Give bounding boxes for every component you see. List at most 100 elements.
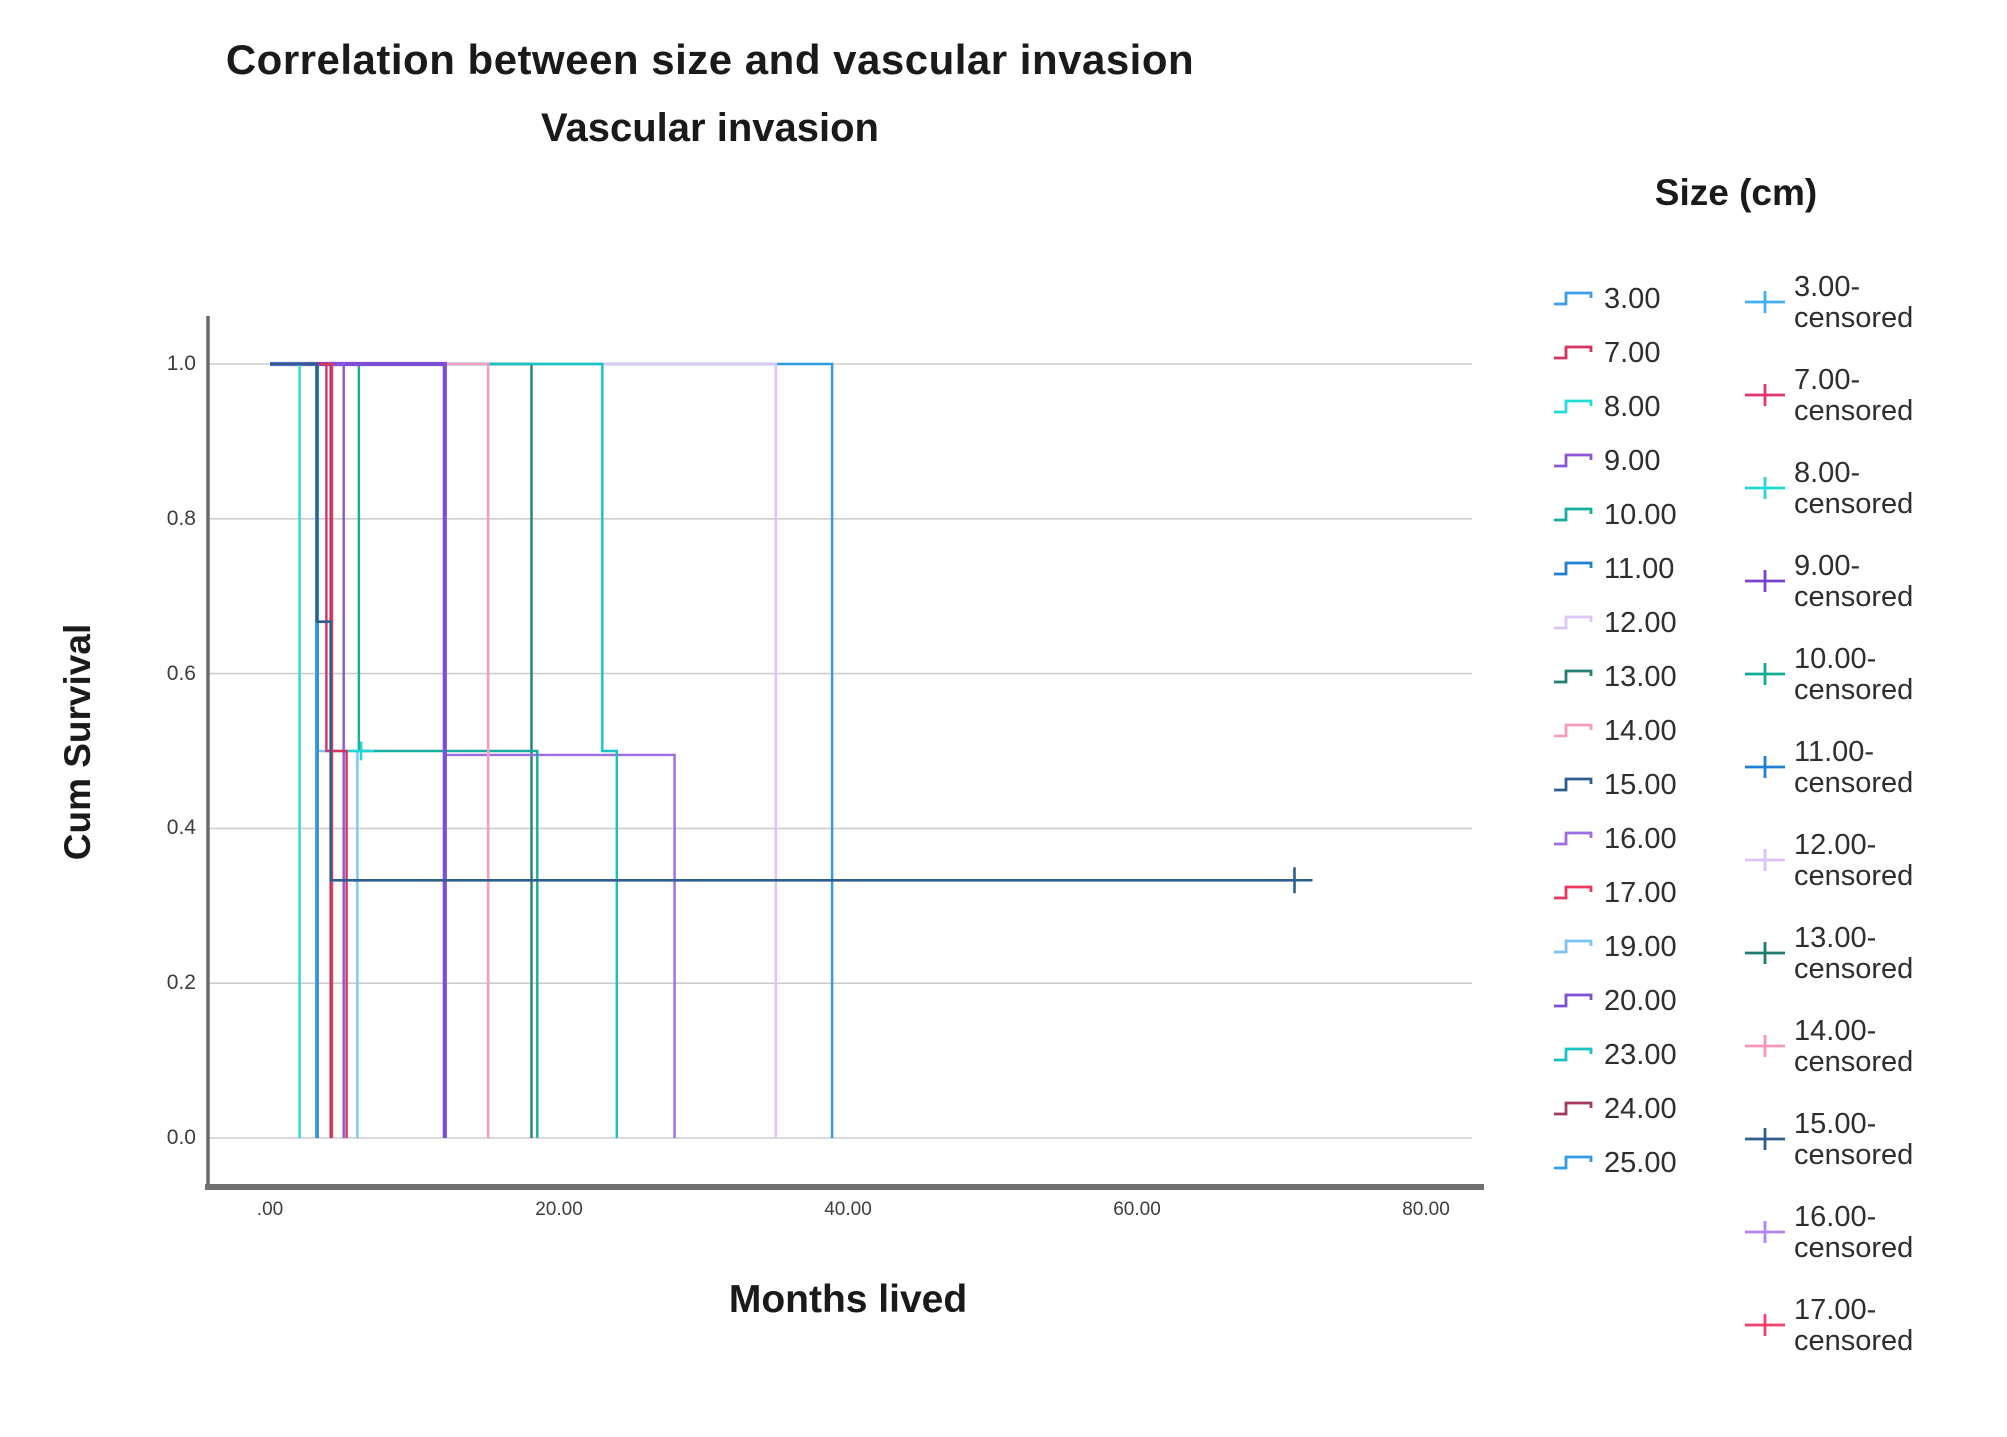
step-line-icon [1554, 777, 1593, 792]
legend-item-11.00: 11.00 [1552, 542, 1792, 596]
legend-item-3.00: 3.00 [1552, 272, 1792, 326]
km-curve-7.00 [270, 362, 348, 1138]
plus-censor-icon [1745, 477, 1785, 499]
legend-item-label: 20.00 [1604, 984, 1677, 1017]
legend-item-24.00: 24.00 [1552, 1082, 1792, 1136]
legend-item-16.00-censored: 16.00- censored [1742, 1202, 2007, 1295]
plus-censor-icon [1745, 384, 1785, 406]
step-line-icon [1554, 399, 1593, 414]
legend-item-label: 10.00- censored [1794, 643, 1914, 706]
page-subtitle: Vascular invasion [541, 106, 879, 150]
legend-item-8.00: 8.00 [1552, 380, 1792, 434]
legend-item-7.00-censored: 7.00- censored [1742, 365, 2007, 458]
step-line-icon [1554, 669, 1593, 684]
legend-item-label: 8.00- censored [1794, 457, 1914, 520]
legend-item-12.00-censored: 12.00- censored [1742, 830, 2007, 923]
step-line-icon [1554, 939, 1593, 954]
plus-censor-icon [1745, 1128, 1785, 1150]
legend-item-3.00-censored: 3.00- censored [1742, 272, 2007, 365]
legend-item-label: 15.00- censored [1794, 1108, 1914, 1171]
step-line-icon [1554, 507, 1593, 522]
legend-item-label: 23.00 [1604, 1038, 1677, 1071]
legend-item-14.00-censored: 14.00- censored [1742, 1016, 2007, 1109]
legend-item-label: 3.00- censored [1794, 271, 1914, 334]
legend-item-label: 7.00 [1604, 336, 1661, 369]
legend-item-label: 24.00 [1604, 1092, 1677, 1125]
legend-item-17.00-censored: 17.00- censored [1742, 1295, 2007, 1388]
legend-item-20.00: 20.00 [1552, 974, 1792, 1028]
step-line-icon [1554, 453, 1593, 468]
km-curve-15.00 [270, 362, 1295, 882]
legend-item-9.00-censored: 9.00- censored [1742, 551, 2007, 644]
plus-censor-icon [1745, 1035, 1785, 1057]
step-line-icon [1554, 561, 1593, 576]
y-axis-title: Cum Survival [57, 623, 98, 861]
y-tick-1.0: 1.0 [166, 352, 196, 375]
legend-item-15.00: 15.00 [1552, 758, 1792, 812]
plus-censor-icon [1745, 291, 1785, 313]
legend-item-13.00: 13.00 [1552, 650, 1792, 704]
legend-item-label: 3.00 [1604, 282, 1661, 315]
legend-item-7.00: 7.00 [1552, 326, 1792, 380]
legend-item-label: 9.00 [1604, 444, 1661, 477]
legend-item-8.00-censored: 8.00- censored [1742, 458, 2007, 551]
step-line-icon [1554, 831, 1593, 846]
x-tick-20.00: 20.00 [535, 1199, 583, 1220]
page-title: Correlation between size and vascular in… [225, 36, 1195, 83]
km-curve-11.00 [270, 362, 319, 1138]
plus-censor-icon [1745, 756, 1785, 778]
plus-censor-icon [1745, 1314, 1785, 1336]
legend-item-label: 15.00 [1604, 768, 1677, 801]
km-curve-3.00 [270, 362, 318, 1138]
x-tick-60.00: 60.00 [1113, 1199, 1161, 1220]
legend-item-11.00-censored: 11.00- censored [1742, 737, 2007, 830]
x-tick-40.00: 40.00 [824, 1199, 872, 1220]
legend-item-16.00: 16.00 [1552, 812, 1792, 866]
legend-item-13.00-censored: 13.00- censored [1742, 923, 2007, 1016]
y-tick-0.8: 0.8 [166, 506, 196, 530]
legend-item-label: 12.00 [1604, 606, 1677, 639]
legend-item-label: 10.00 [1604, 498, 1677, 531]
legend-item-17.00: 17.00 [1552, 866, 1792, 920]
step-line-icon [1554, 1155, 1593, 1170]
step-line-icon [1554, 615, 1593, 630]
step-line-icon [1554, 723, 1593, 738]
legend-item-label: 8.00 [1604, 390, 1661, 423]
km-curve-10.00 [270, 362, 539, 1138]
legend-item-25.00: 25.00 [1552, 1136, 1792, 1190]
legend-line-entries: 3.00 7.00 8.00 9.00 10.00 11.00 12.00 13.00 14.0… [1552, 272, 1792, 1190]
legend-item-label: 25.00 [1604, 1146, 1677, 1179]
legend-item-9.00: 9.00 [1552, 434, 1792, 488]
plus-censor-icon [1745, 570, 1785, 592]
legend-item-label: 16.00- censored [1794, 1201, 1914, 1264]
x-tick-.00: .00 [256, 1199, 284, 1220]
step-line-icon [1554, 345, 1593, 360]
plus-censor-icon [1745, 849, 1785, 871]
plus-censor-icon [1745, 663, 1785, 685]
legend-item-label: 13.00 [1604, 660, 1677, 693]
step-line-icon [1554, 885, 1593, 900]
legend-item-label: 17.00 [1604, 876, 1677, 909]
legend-item-12.00: 12.00 [1552, 596, 1792, 650]
step-line-icon [1554, 993, 1593, 1008]
legend-item-19.00: 19.00 [1552, 920, 1792, 974]
plus-censor-icon [1745, 1221, 1785, 1243]
legend-item-10.00-censored: 10.00- censored [1742, 644, 2007, 737]
step-line-icon [1554, 1047, 1593, 1062]
legend-item-label: 9.00- censored [1794, 550, 1914, 613]
legend-item-label: 14.00 [1604, 714, 1677, 747]
legend-item-label: 17.00- censored [1794, 1294, 1914, 1357]
legend-item-label: 7.00- censored [1794, 364, 1914, 427]
legend-item-label: 11.00 [1604, 552, 1675, 585]
x-tick-80.00: 80.00 [1402, 1199, 1450, 1220]
legend-item-14.00: 14.00 [1552, 704, 1792, 758]
legend-item-label: 19.00 [1604, 930, 1677, 963]
step-line-icon [1554, 291, 1593, 306]
x-axis-title: Months lived [728, 1278, 968, 1321]
legend-item-label: 14.00- censored [1794, 1015, 1914, 1078]
y-tick-0.4: 0.4 [166, 816, 196, 840]
legend-item-10.00: 10.00 [1552, 488, 1792, 542]
legend-item-15.00-censored: 15.00- censored [1742, 1109, 2007, 1202]
